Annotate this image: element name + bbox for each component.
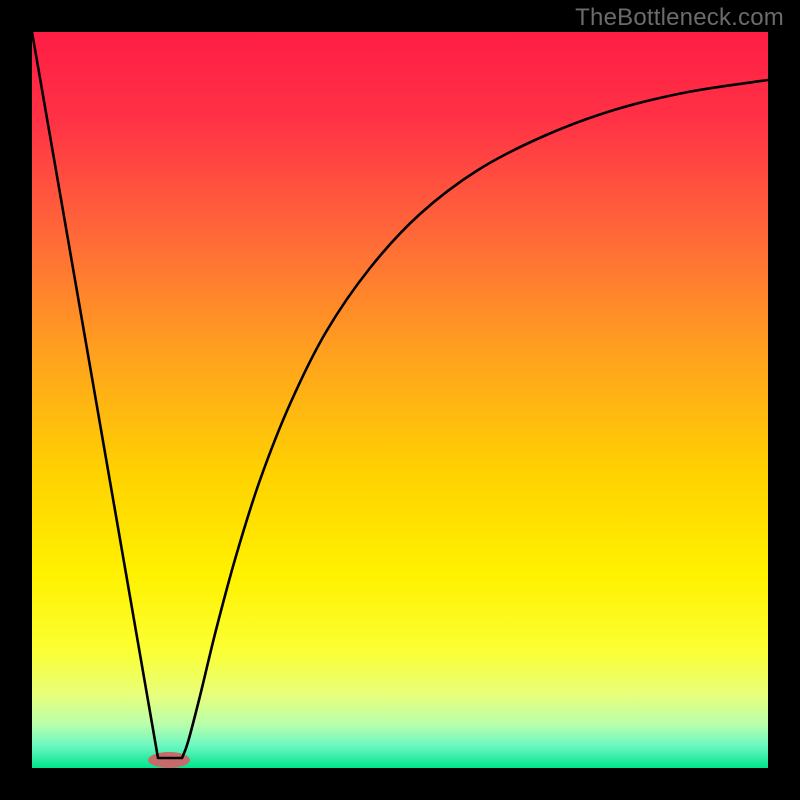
chart-svg: [0, 0, 800, 800]
chart-background-gradient: [32, 32, 768, 768]
chart-root: TheBottleneck.com: [0, 0, 800, 800]
watermark-text: TheBottleneck.com: [575, 4, 784, 32]
